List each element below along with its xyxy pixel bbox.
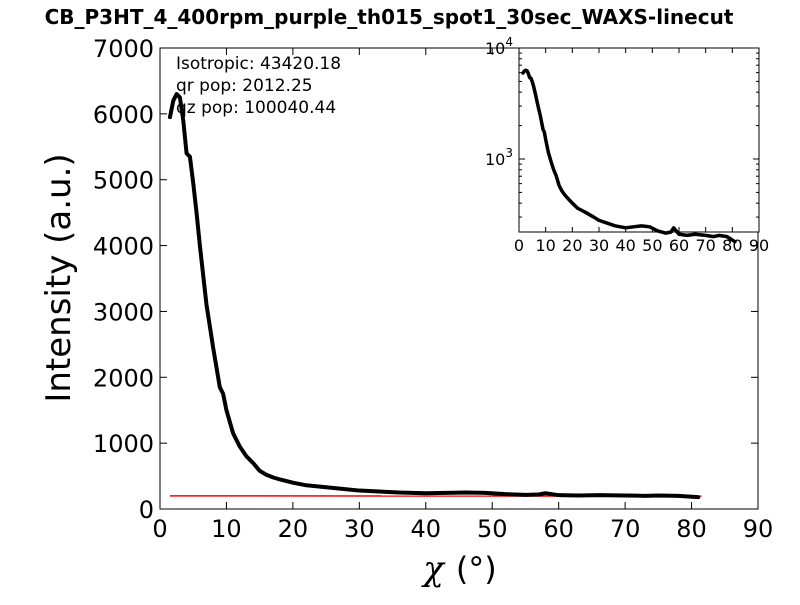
- x-tick-label: 60: [543, 515, 574, 543]
- annotation-line: qr pop: 2012.25: [176, 76, 313, 96]
- x-tick-label: 70: [610, 515, 641, 543]
- inset-x-tick-label: 40: [615, 236, 635, 255]
- x-axis-label-unit: (°): [456, 550, 497, 588]
- inset-x-tick-label: 0: [514, 236, 524, 255]
- y-tick-label: 4000: [93, 233, 154, 261]
- main-x-tick-labels: 0 10 20 30 40 50 60 70 80 90: [152, 515, 773, 543]
- inset-x-tick-label: 60: [669, 236, 689, 255]
- x-tick-label: 10: [211, 515, 242, 543]
- inset-y-tick-label: 104: [485, 35, 513, 58]
- x-axis-label: χ (°): [421, 549, 497, 589]
- main-y-tick-labels: 0 1000 2000 3000 4000 5000 6000 7000: [93, 35, 154, 524]
- x-tick-label: 90: [743, 515, 774, 543]
- y-tick-label: 6000: [93, 101, 154, 129]
- inset-x-tick-label: 50: [642, 236, 662, 255]
- inset-x-tick-label: 70: [695, 236, 715, 255]
- y-tick-label: 3000: [93, 298, 154, 326]
- y-tick-label: 1000: [93, 430, 154, 458]
- inset-y-tick-label: 103: [485, 146, 513, 169]
- inset-x-tick-label: 10: [535, 236, 555, 255]
- annotation-line: qz pop: 100040.44: [176, 98, 336, 118]
- inset-x-tick-label: 20: [562, 236, 582, 255]
- y-tick-label: 2000: [93, 364, 154, 392]
- x-tick-label: 30: [344, 515, 375, 543]
- x-tick-label: 20: [278, 515, 309, 543]
- x-tick-label: 80: [676, 515, 707, 543]
- inset-y-tick-base: 10: [485, 39, 505, 58]
- x-tick-label: 50: [477, 515, 508, 543]
- x-axis-label-symbol: χ: [421, 549, 446, 589]
- inset-y-tick-exponent: 4: [505, 35, 513, 49]
- inset-x-tick-label: 90: [749, 236, 769, 255]
- inset-white-bg: [519, 44, 759, 232]
- chart-title: CB_P3HT_4_400rpm_purple_th015_spot1_30se…: [45, 5, 734, 29]
- annotation-line: Isotropic: 43420.18: [176, 54, 341, 74]
- y-axis-label: Intensity (a.u.): [39, 153, 79, 402]
- inset-y-tick-base: 10: [485, 150, 505, 169]
- x-tick-label: 40: [411, 515, 442, 543]
- x-tick-label: 0: [152, 515, 167, 543]
- y-tick-label: 5000: [93, 167, 154, 195]
- inset-y-tick-exponent: 3: [505, 146, 513, 160]
- y-tick-label: 7000: [93, 35, 154, 63]
- y-tick-label: 0: [139, 496, 154, 524]
- inset-x-tick-label: 30: [589, 236, 609, 255]
